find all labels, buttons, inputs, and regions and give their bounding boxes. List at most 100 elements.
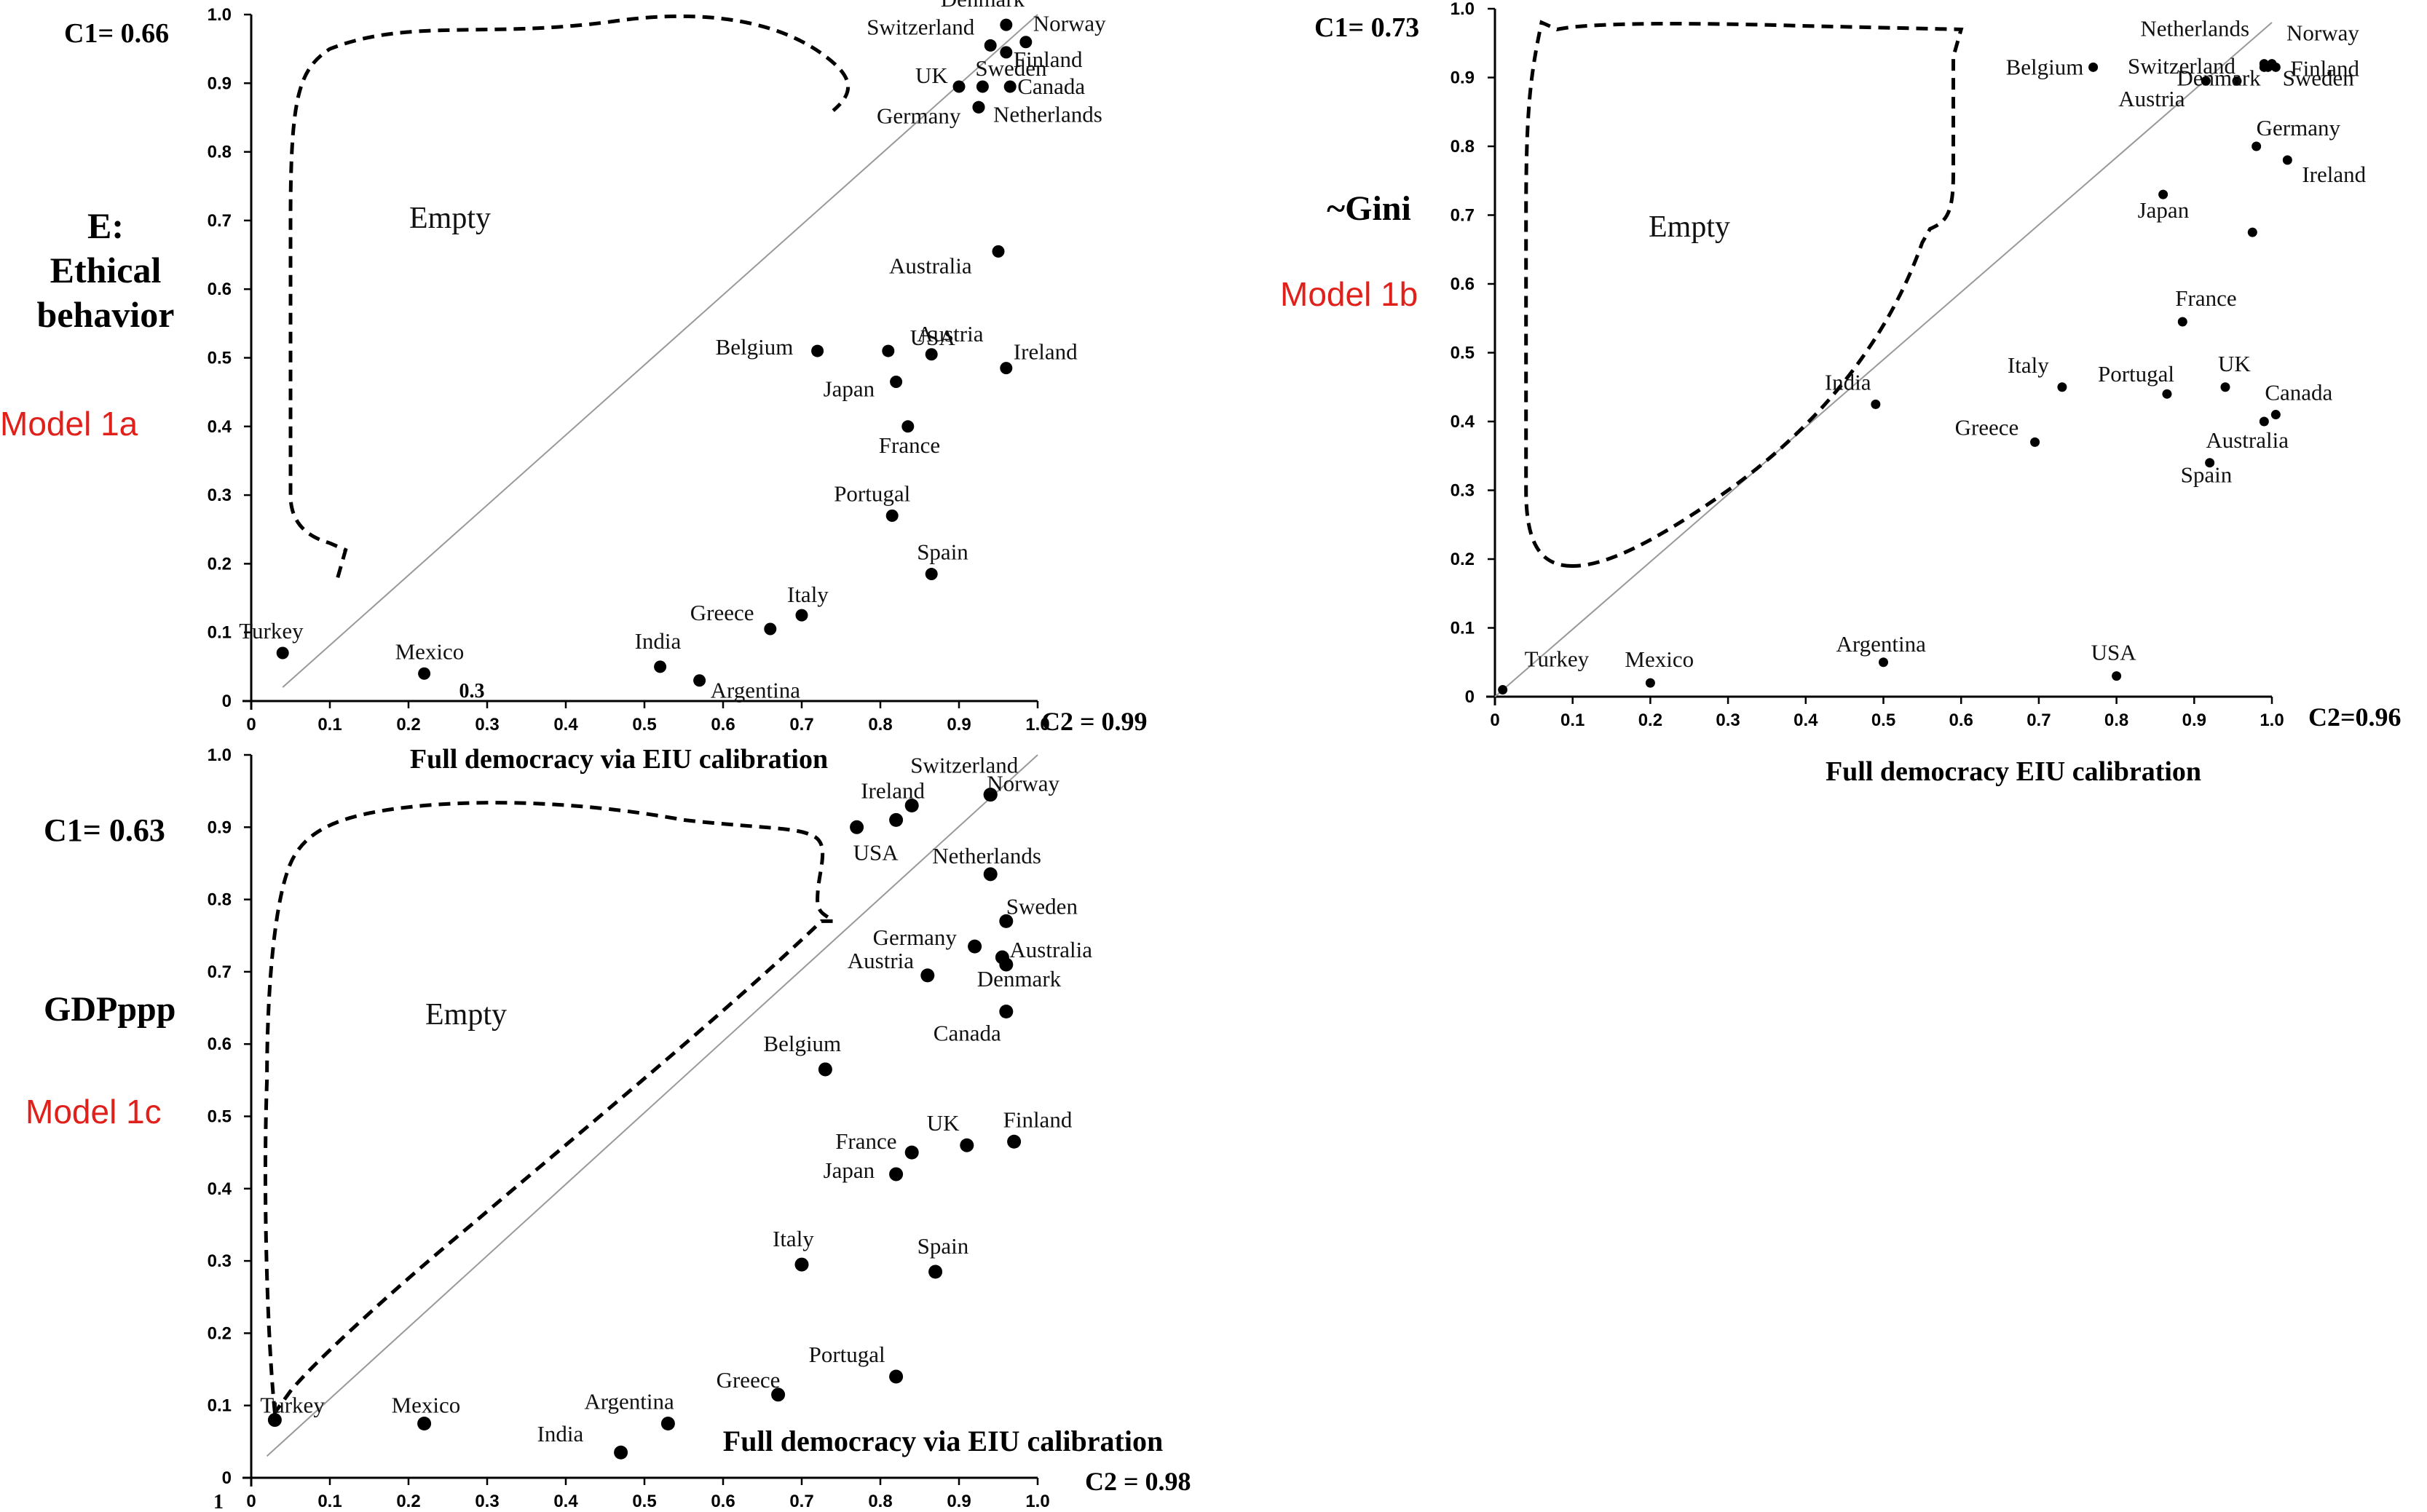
y-tick-label: 0.8 <box>208 143 232 162</box>
y-tick-label: 0.7 <box>208 962 232 982</box>
x-tick-label: 0.5 <box>632 715 656 735</box>
data-point <box>2177 317 2187 327</box>
y-tick-label: 0.9 <box>208 818 232 837</box>
data-point <box>267 1413 282 1428</box>
point-label: Argentina <box>1836 631 1927 657</box>
y-tick-label: 0.7 <box>1451 206 1475 226</box>
axes: 0 0.1 0.2 0.3 0.4 0.5 0.6 0.7 0.8 0.9 1.0 0 0.1 0.2 0.… <box>208 5 1050 735</box>
x-tick-label: 0.6 <box>1949 711 1973 730</box>
x-tick-label: 0.6 <box>711 715 735 735</box>
x-tick-label: 0.5 <box>632 1492 656 1511</box>
data-point <box>2263 62 2273 72</box>
y-tick-label: 0 <box>222 1468 232 1488</box>
data-point <box>794 1257 809 1272</box>
data-point <box>2201 76 2211 86</box>
x-tick-label: 0 <box>246 1492 256 1511</box>
y-tick-label: 0.6 <box>1451 274 1475 294</box>
c2-value: C2=0.96 <box>2308 702 2402 732</box>
point-label: Switzerland <box>867 14 975 39</box>
x-tick-label: 0.8 <box>868 1492 892 1511</box>
data-point <box>693 674 706 687</box>
point-label: Argentina <box>711 678 801 703</box>
y-tick-label: 0.3 <box>208 486 232 505</box>
x-tick-label: 0.4 <box>553 715 578 735</box>
point-label: USA <box>910 325 956 350</box>
y-tick-label: 0.4 <box>208 1179 232 1199</box>
panel-model-1c: 0 0.1 0.2 0.3 0.4 0.5 0.6 0.7 0.8 0.9 1.0 0 0.1 0.2 0.… <box>25 745 1191 1512</box>
y-tick-label: 0.9 <box>208 74 232 93</box>
point-label: Belgium <box>2006 54 2084 79</box>
point-label: France <box>879 432 940 458</box>
data-point <box>2030 437 2040 447</box>
point-label: Argentina <box>584 1389 674 1414</box>
point-label: Switzerland <box>910 753 1019 778</box>
point-label: Ireland <box>861 778 925 804</box>
x-tick-label: 0 <box>1490 711 1499 730</box>
data-point <box>795 609 808 622</box>
model-label: Model 1a <box>0 405 138 443</box>
point-label: Finland <box>1003 1107 1073 1132</box>
point-label: Spain <box>2181 462 2233 488</box>
y-tick-label: 0.2 <box>208 554 232 574</box>
y-tick-label: 0 <box>222 692 232 711</box>
point-label: Greece <box>1955 414 2019 440</box>
point-label: Portugal <box>2098 361 2174 387</box>
point-label: Mexico <box>1625 646 1694 672</box>
point-label: Sweden <box>1006 893 1078 919</box>
data-point <box>885 509 899 522</box>
data-point <box>764 622 777 636</box>
point-label: Austria <box>848 948 915 973</box>
x-tick-label: 0.8 <box>868 715 892 735</box>
data-point <box>417 1417 432 1431</box>
axes: 0 0.1 0.2 0.3 0.4 0.5 0.6 0.7 0.8 0.9 1.0 0 0.1 0.2 0.… <box>1451 0 2284 730</box>
data-point <box>418 667 431 680</box>
point-label: Germany <box>877 103 961 128</box>
data-point <box>1645 678 1655 688</box>
data-point <box>1000 18 1013 31</box>
point-label: Denmark <box>977 966 1062 991</box>
point-label: Turkey <box>239 618 304 644</box>
point-label: Japan <box>824 1157 875 1183</box>
data-point <box>1000 46 1013 59</box>
c1-value: C1= 0.66 <box>64 18 169 49</box>
data-point <box>2252 141 2262 151</box>
data-point <box>904 1145 919 1160</box>
y-tick-label: 0.5 <box>208 349 232 368</box>
c1-value: C1= 0.63 <box>44 812 165 848</box>
data-points: Netherlands Norway Switzerland Finland Denma… <box>1498 16 2367 695</box>
point-label: Netherlands <box>2140 16 2249 41</box>
point-label: Portugal <box>834 480 910 506</box>
point-label: Austria <box>917 321 984 347</box>
x-tick-label: 0.7 <box>789 715 813 735</box>
point-label: Ireland <box>1014 339 1078 365</box>
data-point <box>2220 382 2230 392</box>
data-point <box>2158 189 2168 199</box>
x-tick-label: 0.7 <box>789 1492 813 1511</box>
diagonal-line <box>282 14 1038 688</box>
x-tick-label: 0.9 <box>2182 711 2206 730</box>
x-axis-label: Full democracy via EIU calibration <box>723 1425 1163 1457</box>
model-label: Model 1b <box>1280 275 1418 313</box>
x-tick-label: 0.3 <box>1716 711 1740 730</box>
point-label: Sweden <box>975 55 1047 81</box>
data-point <box>983 788 998 802</box>
x-tick-label: 0.3 <box>475 1492 499 1511</box>
x-tick-label: 1.0 <box>1025 1492 1049 1511</box>
data-point <box>2270 62 2281 72</box>
point-label: Belgium <box>763 1031 841 1056</box>
data-point <box>2270 410 2281 420</box>
data-point <box>999 957 1014 972</box>
data-point <box>276 646 289 660</box>
data-point <box>660 1417 675 1431</box>
condition-label: ~Gini <box>1327 189 1411 228</box>
data-point <box>968 939 982 954</box>
data-point <box>1003 80 1017 93</box>
empty-region-label: Empty <box>409 202 491 235</box>
x-tick-label: 0.9 <box>947 715 971 735</box>
y-tick-label: 0.1 <box>208 623 232 643</box>
data-point <box>925 568 938 581</box>
condition-label: GDPppp <box>44 990 175 1029</box>
point-label: Canada <box>2265 380 2332 405</box>
